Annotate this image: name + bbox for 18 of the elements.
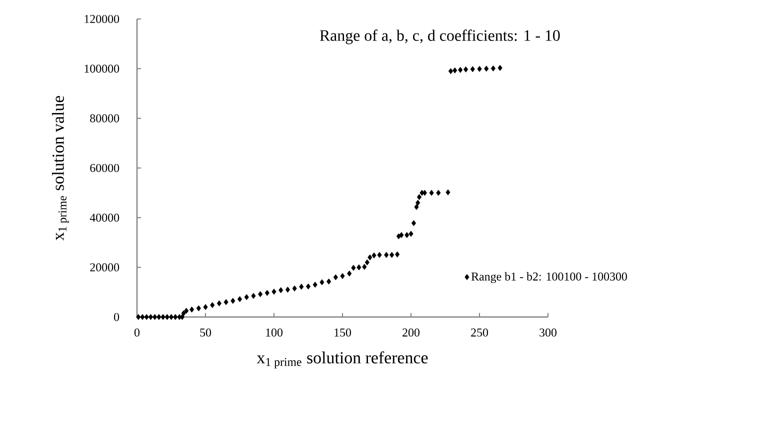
- x-tick-label: 100: [266, 328, 283, 337]
- y-tick-label: 60000: [90, 164, 120, 172]
- x-tick-label: 250: [471, 328, 488, 337]
- x-tick-label: 200: [402, 328, 420, 337]
- x-tick-label: 0: [134, 328, 140, 337]
- x-tick-label: 300: [540, 328, 557, 337]
- legend-label: Range b1 - b2: 100100 - 100300: [471, 272, 627, 284]
- y-tick-label: 0: [114, 312, 120, 322]
- y-tick-label: 20000: [90, 263, 120, 272]
- y-tick-label: 100000: [84, 64, 120, 73]
- x-axis-title: x$_{1 prime}$ solution reference: [256, 351, 428, 368]
- y-tick-label: 40000: [90, 214, 120, 222]
- text: Range of a, b, c, d coefficients: 1 - 10: [320, 30, 560, 44]
- y-axis-title: x$_{1 prime}$ solution value: [52, 96, 69, 240]
- y-tick-label: 80000: [90, 114, 120, 122]
- x-tick-label: 150: [334, 328, 352, 337]
- y-tick-label: 120000: [84, 14, 120, 24]
- x-tick-label: 50: [200, 328, 212, 337]
